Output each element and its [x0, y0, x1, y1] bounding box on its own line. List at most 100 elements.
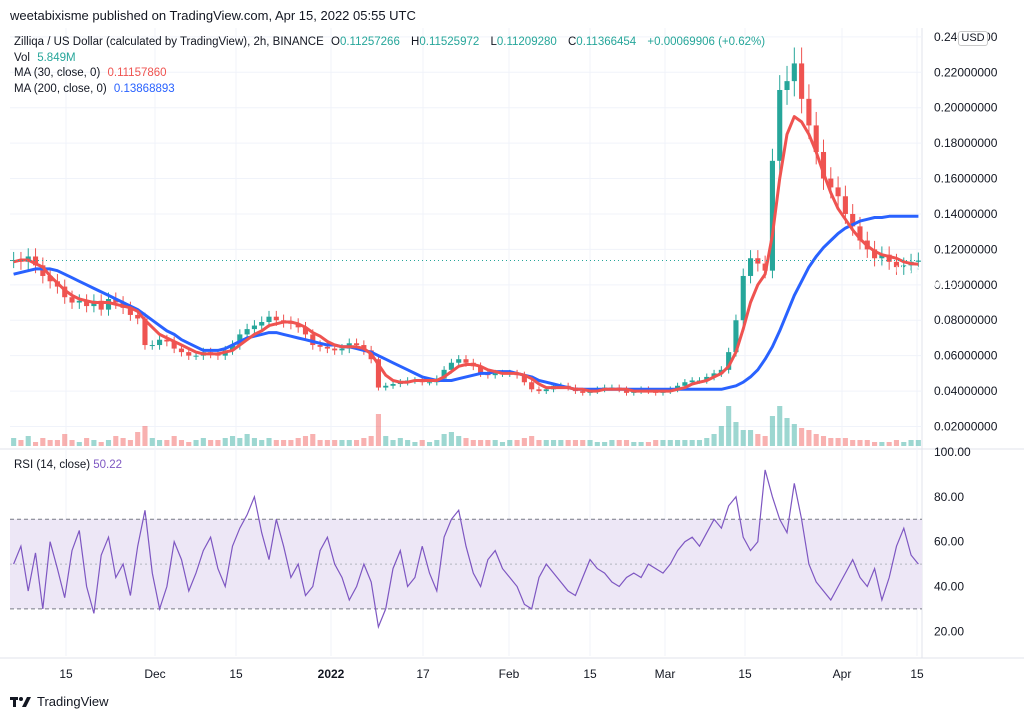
time-tick-label: Mar: [655, 667, 676, 681]
candle-body: [828, 178, 834, 188]
candle-body: [32, 256, 39, 266]
volume-legend[interactable]: Vol 5.849M: [14, 52, 80, 64]
volume-bar: [463, 438, 469, 446]
volume-bar: [215, 440, 221, 446]
candle-body: [244, 329, 250, 335]
footer-brand-label: TradingView: [37, 694, 109, 709]
candle-body: [521, 375, 527, 383]
volume-bar: [813, 434, 819, 446]
rsi-tick-label: 20.00: [934, 624, 964, 638]
candle-body: [901, 265, 907, 268]
volume-bar: [47, 440, 53, 446]
ma30-legend[interactable]: MA (30, close, 0) 0.11157860: [14, 67, 171, 79]
rsi-tick-label: 80.00: [934, 490, 964, 504]
open-label: O: [330, 36, 340, 48]
candle-body: [769, 160, 775, 271]
currency-button[interactable]: USD: [958, 31, 988, 46]
volume-bar: [696, 440, 703, 446]
volume-bar: [791, 424, 797, 446]
volume-bar: [54, 440, 60, 446]
time-tick-label: 15: [59, 667, 73, 681]
close-value: 0.11366454: [576, 36, 637, 48]
candle-body: [354, 343, 360, 346]
volume-bar: [178, 440, 185, 446]
candle-body: [835, 187, 841, 197]
volume-bar: [127, 440, 133, 446]
volume-bar: [879, 442, 885, 446]
volume-bar: [550, 440, 557, 446]
candle-body: [310, 334, 316, 346]
volume-bar: [390, 440, 396, 446]
price-tag-countdown: 04:59: [934, 279, 963, 291]
volume-bar: [310, 434, 316, 446]
volume-bar: [828, 438, 834, 446]
volume-bar: [536, 440, 542, 446]
candle-body: [295, 323, 301, 328]
candle-body: [142, 318, 148, 346]
candle-body: [113, 298, 119, 303]
candle-body: [456, 359, 462, 363]
volume-bar: [886, 442, 892, 446]
candle-body: [186, 352, 192, 356]
volume-bar: [237, 438, 243, 446]
volume-bar: [354, 440, 360, 446]
volume-bar: [842, 438, 848, 446]
candle-body: [740, 275, 746, 321]
volume-bar: [594, 442, 600, 446]
volume-bar: [784, 418, 790, 446]
volume-bar: [456, 436, 462, 446]
candle-body: [726, 352, 732, 370]
price-tick-label: 0.10000000: [934, 278, 998, 292]
candle-body: [857, 226, 863, 241]
tradingview-logo-icon: [10, 696, 31, 707]
volume-bar: [529, 436, 535, 446]
time-tick-label: 15: [229, 667, 243, 681]
volume-bar: [799, 428, 805, 446]
candle-body: [251, 325, 257, 330]
volume-bar: [91, 440, 97, 446]
volume-bar: [580, 440, 586, 446]
volume-bar: [142, 426, 148, 446]
volume-bar: [755, 434, 761, 446]
volume-bar: [514, 440, 520, 446]
candle-body: [149, 345, 155, 347]
low-label: L: [490, 36, 497, 48]
ma30-line: [13, 115, 919, 393]
volume-bar: [470, 440, 476, 446]
volume-bar: [18, 440, 24, 446]
candle-body: [842, 196, 848, 214]
candle-body: [704, 376, 710, 381]
candle-body: [806, 98, 812, 126]
price-tick-label: 0.16000000: [934, 172, 998, 186]
volume-bar: [62, 434, 68, 446]
candle-body: [675, 385, 681, 390]
price-tag-value: 0.11366454: [934, 265, 994, 277]
volume-bar: [572, 440, 578, 446]
candle-body: [886, 254, 892, 262]
candle-body: [711, 373, 717, 377]
symbol-title[interactable]: Zilliqa / US Dollar (calculated by Tradi…: [14, 36, 324, 48]
volume-bar: [98, 442, 104, 446]
volume-bar: [120, 438, 126, 446]
rsi-legend[interactable]: RSI (14, close) 50.22: [14, 459, 122, 471]
candle-body: [893, 261, 900, 268]
candle-body: [135, 314, 141, 319]
high-label: H: [411, 36, 420, 48]
high-value: 0.11525972: [419, 36, 480, 48]
volume-bar: [901, 442, 907, 446]
ma200-legend[interactable]: MA (200, close, 0) 0.13868893: [14, 83, 179, 95]
volume-bar: [857, 440, 863, 446]
ma30-value: 0.11157860: [107, 67, 167, 79]
footer-brand[interactable]: TradingView: [10, 694, 109, 709]
price-tick-label: 0.04000000: [934, 384, 998, 398]
volume-bar: [273, 440, 279, 446]
candle-body: [543, 389, 549, 392]
volume-bar: [587, 440, 593, 446]
candle-body: [784, 81, 790, 90]
volume-bar: [383, 436, 389, 446]
volume-bar: [711, 434, 717, 446]
volume-bar: [675, 440, 681, 446]
candle-body: [478, 366, 484, 374]
volume-bar: [324, 440, 330, 446]
